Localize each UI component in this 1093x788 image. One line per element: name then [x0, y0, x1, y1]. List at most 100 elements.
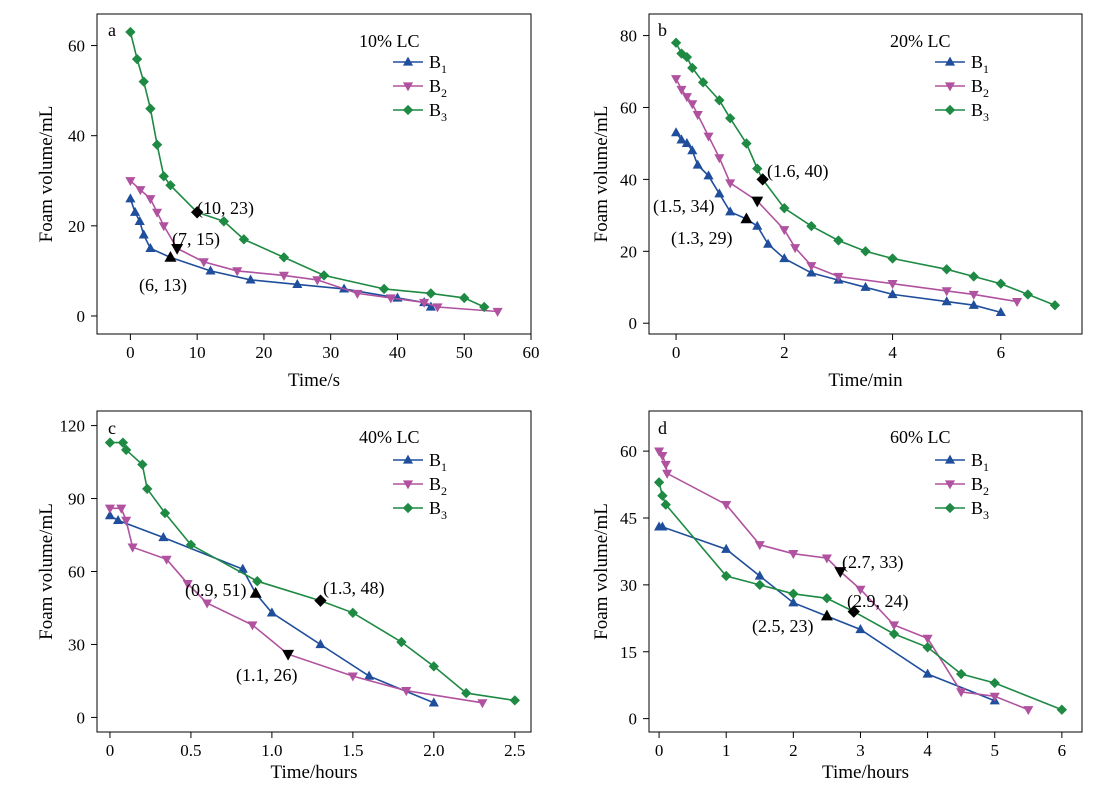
- data-point: [703, 132, 714, 142]
- data-point: [788, 588, 799, 599]
- data-point: [1023, 706, 1034, 716]
- legend-label: B3: [429, 498, 447, 522]
- data-point: [432, 303, 443, 313]
- annotation-marker: [740, 212, 753, 224]
- x-tick-label: 60: [523, 343, 540, 362]
- data-point: [292, 279, 303, 289]
- data-point: [670, 37, 682, 48]
- data-point: [315, 639, 326, 649]
- annotation-marker: [847, 605, 860, 618]
- data-point: [779, 253, 790, 263]
- x-tick-label: 0: [106, 741, 115, 760]
- data-point: [833, 235, 844, 246]
- data-point: [860, 246, 871, 257]
- x-tick-label: 3: [856, 741, 865, 760]
- data-point: [714, 188, 725, 198]
- data-point: [752, 163, 763, 174]
- x-tick-label: 0: [672, 343, 681, 362]
- x-tick-label: 40: [389, 343, 406, 362]
- data-point: [104, 437, 116, 448]
- data-point: [509, 695, 520, 706]
- data-point: [806, 262, 817, 272]
- annotation-marker: [834, 567, 847, 578]
- legend-marker: [944, 104, 956, 116]
- series-3: [125, 26, 490, 313]
- legend-label-main: B: [429, 52, 441, 72]
- legend-marker: [944, 502, 956, 514]
- data-point: [725, 179, 736, 189]
- x-tick-label: 6: [997, 343, 1006, 362]
- legend-label-subscript: 2: [983, 86, 989, 100]
- data-point: [364, 670, 375, 680]
- data-point: [754, 541, 765, 551]
- data-point: [941, 296, 952, 306]
- legend-label-subscript: 1: [441, 62, 447, 76]
- data-point: [158, 171, 169, 182]
- data-point: [681, 93, 692, 103]
- x-axis-title: Time/hours: [271, 762, 358, 783]
- data-point: [676, 134, 687, 144]
- annotation-label: (6, 13): [139, 275, 187, 296]
- data-point: [1056, 704, 1068, 715]
- legend-label: B1: [971, 52, 989, 76]
- data-point: [741, 138, 752, 149]
- annotation-label: (2.9, 24): [847, 591, 909, 612]
- data-point: [347, 672, 358, 682]
- legend-label-main: B: [971, 474, 983, 494]
- y-tick-label: 15: [620, 643, 637, 662]
- annotation-marker: [314, 594, 327, 607]
- data-point: [855, 585, 866, 595]
- annotation-marker: [249, 586, 262, 598]
- data-point: [152, 208, 163, 218]
- x-tick-label: 50: [456, 343, 473, 362]
- data-point: [159, 507, 171, 519]
- series-line: [675, 42, 1056, 306]
- data-point: [237, 563, 248, 573]
- annotation-label: (1.6, 40): [767, 161, 829, 182]
- data-point: [138, 76, 149, 87]
- data-point: [205, 265, 216, 275]
- panel-letter: a: [108, 20, 116, 40]
- data-point: [779, 226, 790, 236]
- y-tick-label: 90: [68, 490, 85, 509]
- series-2: [671, 75, 1023, 308]
- annotation-marker: [756, 173, 769, 186]
- annotation-label: (7, 15): [172, 229, 220, 250]
- data-point: [137, 459, 148, 470]
- data-point: [660, 460, 671, 470]
- data-point: [687, 100, 698, 110]
- series-3: [653, 477, 1068, 715]
- y-tick-label: 0: [77, 708, 86, 727]
- x-tick-label: 20: [255, 343, 272, 362]
- data-point: [676, 48, 687, 59]
- data-point: [266, 607, 277, 617]
- data-point: [725, 113, 736, 124]
- data-point: [687, 62, 698, 74]
- legend-label-subscript: 2: [441, 484, 447, 498]
- data-point: [138, 229, 149, 239]
- data-point: [779, 202, 790, 214]
- data-point: [1011, 298, 1023, 308]
- y-tick-label: 60: [620, 98, 637, 117]
- panel-letter: b: [658, 20, 667, 40]
- legend-label: B3: [971, 498, 989, 522]
- data-point: [125, 26, 136, 38]
- data-point: [218, 216, 230, 227]
- data-point: [671, 75, 682, 85]
- y-tick-label: 40: [68, 127, 85, 146]
- data-point: [721, 570, 732, 582]
- data-point: [1049, 300, 1061, 311]
- data-point: [247, 621, 258, 631]
- series-3: [670, 37, 1061, 311]
- data-point: [116, 504, 127, 514]
- legend-label-subscript: 3: [441, 110, 447, 124]
- data-point: [806, 267, 817, 277]
- data-point: [790, 244, 801, 254]
- y-axis-title: Foam volume/mL: [36, 106, 57, 243]
- data-point: [654, 447, 665, 457]
- data-point: [941, 287, 952, 297]
- x-tick-label: 2: [789, 741, 798, 760]
